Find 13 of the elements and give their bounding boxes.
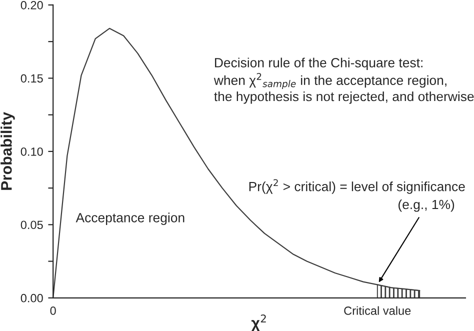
x-tick-label: 0 (50, 306, 56, 315)
y-tick-label: 0.15 (20, 74, 43, 83)
annotation: Acceptance region (76, 212, 184, 225)
annotation: (e.g., 1%) (398, 199, 454, 212)
x-tick-label: Critical value (344, 306, 411, 315)
y-tick-label: 0.20 (20, 1, 43, 10)
y-tick-label: 0.00 (20, 294, 43, 302)
y-tick-label: 0.10 (20, 147, 43, 156)
x-axis-title: χ$^{2}$ (251, 314, 266, 331)
annotation: Pr(χ$^{2}$ > critical) = level of significance (249, 179, 465, 194)
y-tick-label: 0.05 (20, 220, 43, 230)
annotation: Decision rule of the Chi-square test: when χ$^{2}$$_{sample}$ in the acceptance region, the hypothesis is not rejected, and otherwise (214, 58, 474, 104)
y-axis-title: Probability (0, 112, 15, 190)
